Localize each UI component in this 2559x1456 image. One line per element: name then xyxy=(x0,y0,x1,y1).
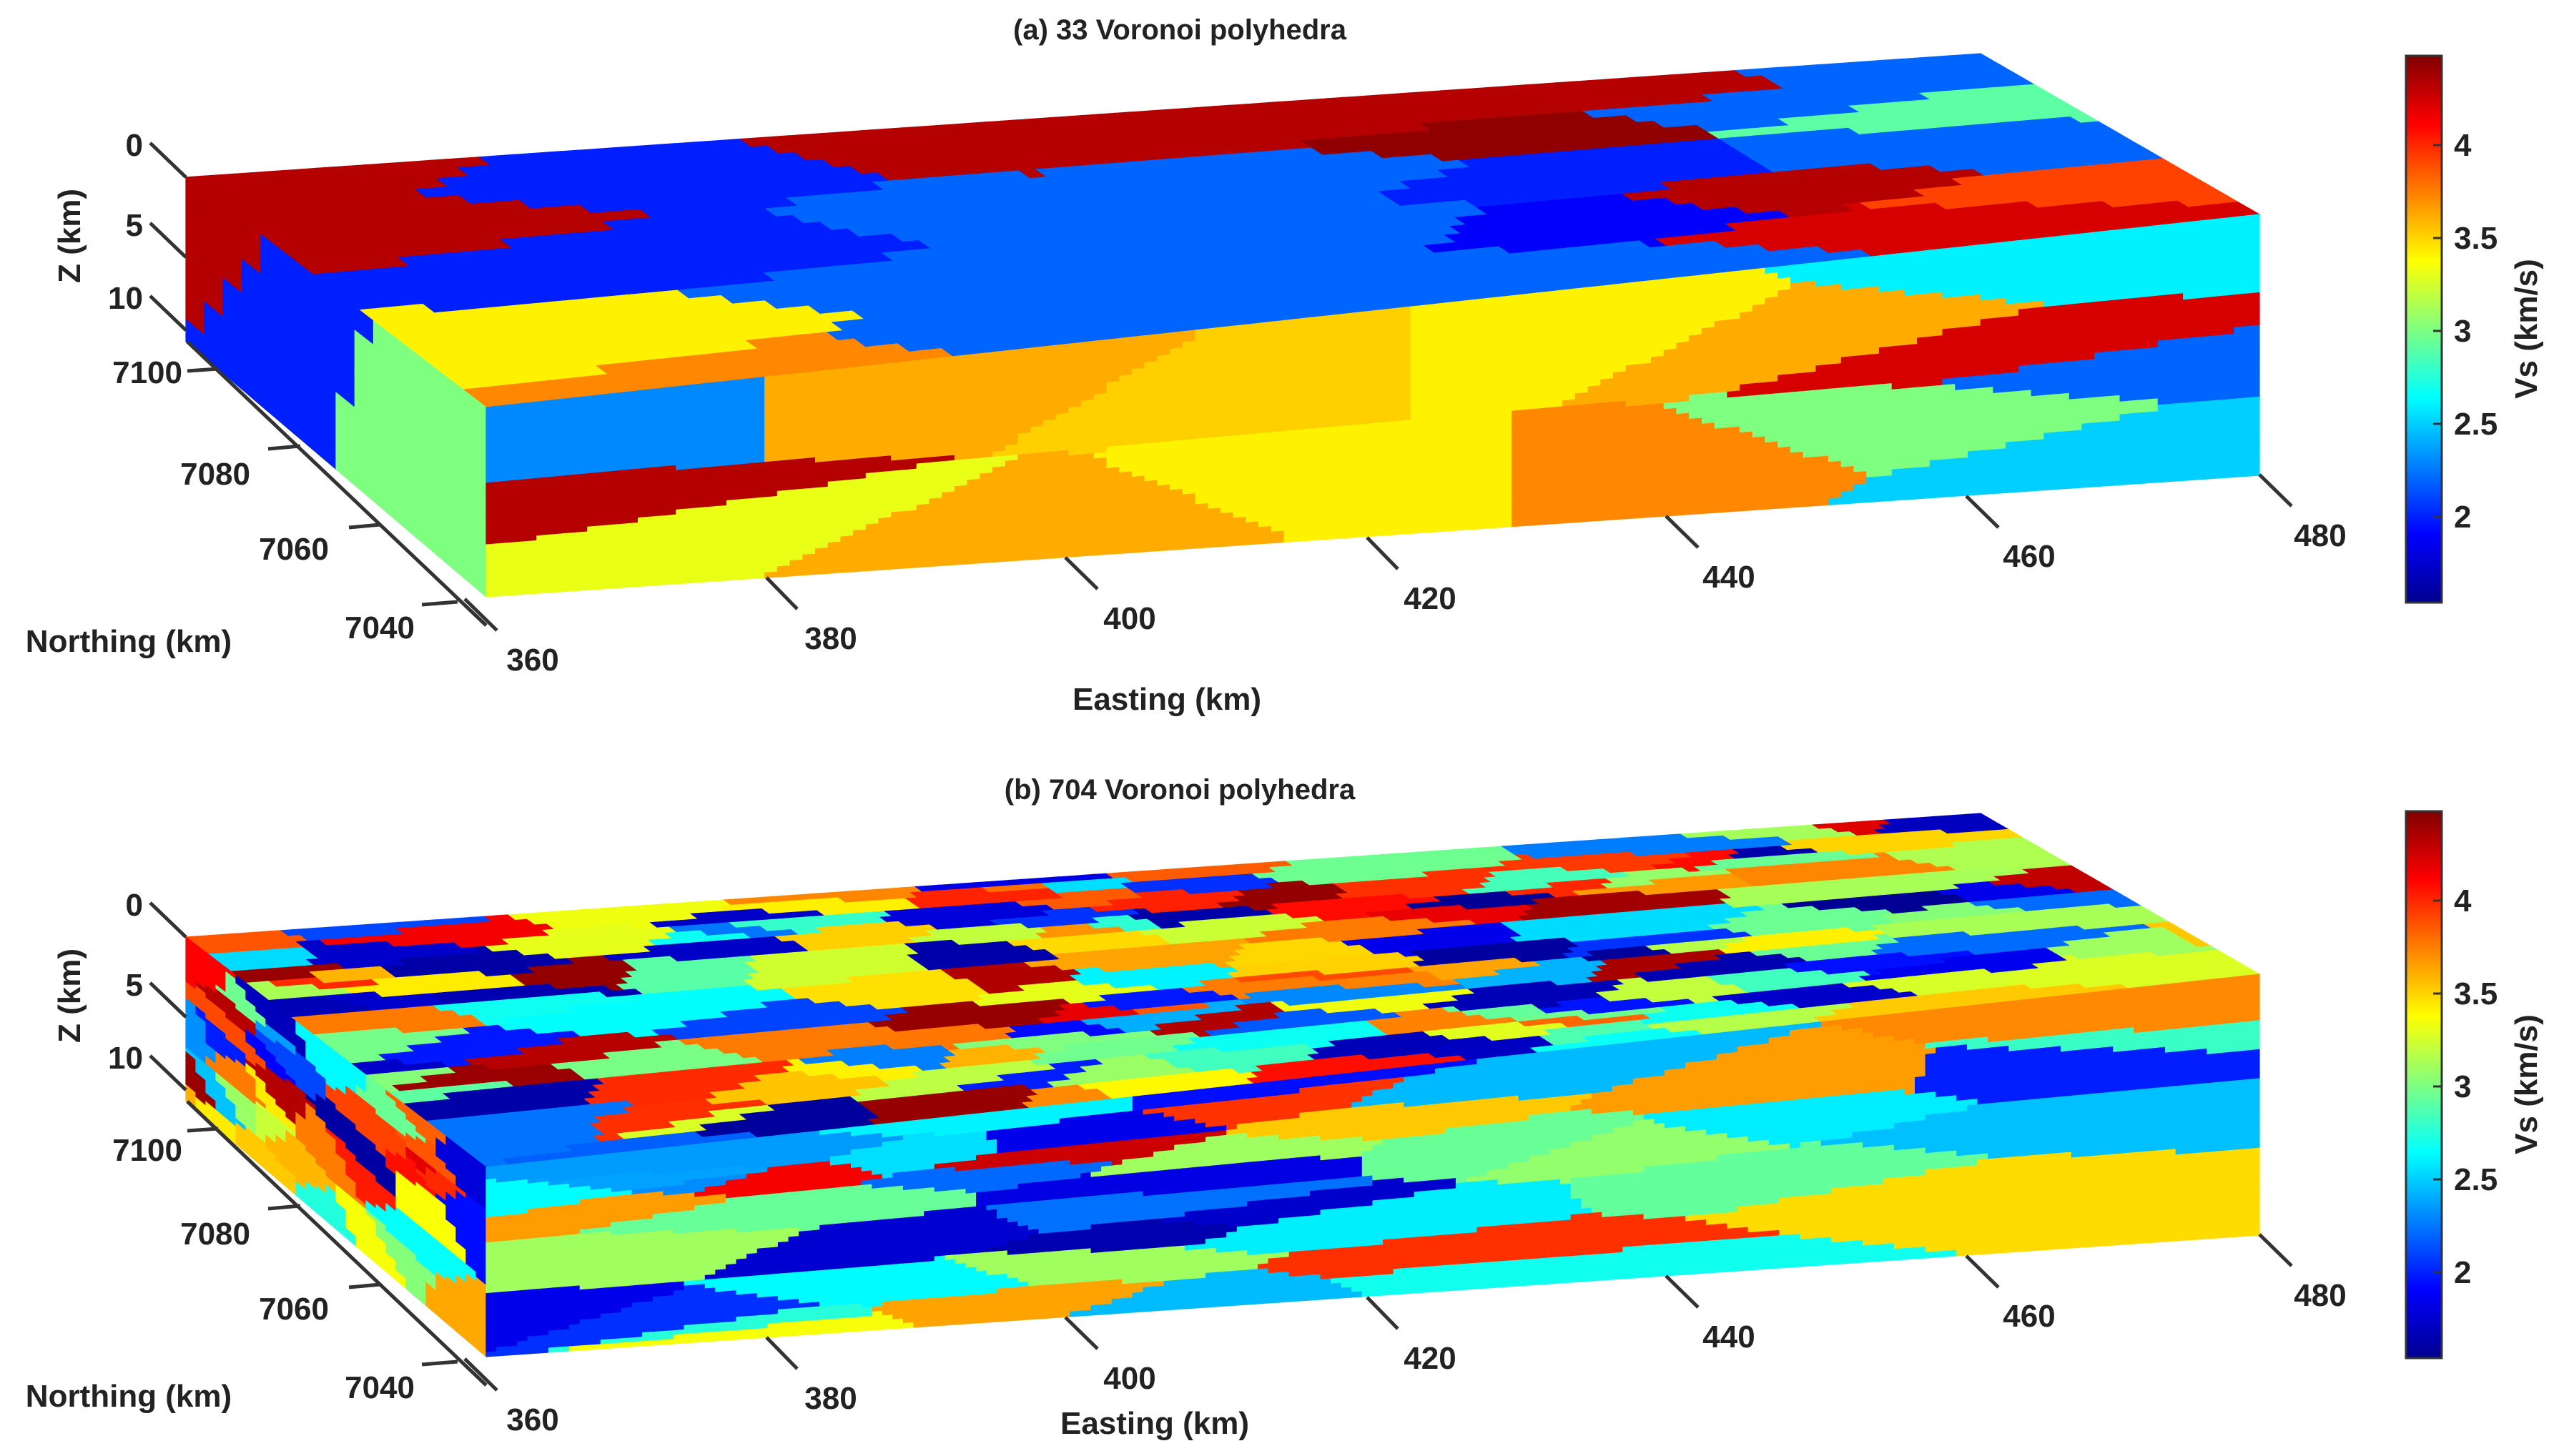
panel-a-voronoi-cell xyxy=(498,590,513,597)
panel-a-voronoi-cell xyxy=(954,558,968,565)
panel-a-voronoi-cell xyxy=(637,580,651,588)
panel-a-top-face xyxy=(184,53,2261,408)
panel-a-block xyxy=(184,53,2261,598)
panel-a-voronoi-cell xyxy=(726,574,740,581)
panel-a-voronoi-cell xyxy=(599,583,613,590)
panel-a-voronoi-cell xyxy=(827,567,842,574)
panel-a-voronoi-cell xyxy=(625,580,639,588)
panel-a-voronoi-cell xyxy=(891,563,905,570)
panel-a-voronoi-cell xyxy=(548,586,563,593)
panel-a: (a) 33 Voronoi polyhedra 0 5 10 Z (km) 7… xyxy=(26,14,2544,717)
panel-a-voronoi-cell xyxy=(650,579,664,586)
panel-a-voronoi-cell xyxy=(840,565,854,573)
panel-a-voronoi-cell xyxy=(992,555,1006,563)
panel-a-voronoi-cell xyxy=(587,583,601,590)
panel-a-voronoi-cell xyxy=(814,568,829,575)
panel-a-voronoi-cell xyxy=(701,575,715,583)
panel-a-voronoi-cell xyxy=(980,556,994,564)
panel-a-voronoi-cell xyxy=(574,584,588,592)
panel-a-voronoi-cell xyxy=(714,575,728,582)
panel-a-voronoi-cell xyxy=(663,578,677,585)
panel-a-voronoi-cell xyxy=(751,572,766,580)
panel-a-voronoi-cell xyxy=(561,585,576,593)
panel-a-voronoi-cell xyxy=(676,578,690,585)
panel-a-voronoi-cell xyxy=(523,588,538,595)
panel-a-title: (a) 33 Voronoi polyhedra xyxy=(1013,14,1347,46)
panel-a-voronoi-cell xyxy=(929,560,943,568)
panel-a-voronoi-cell xyxy=(612,582,626,589)
panel-a-voronoi-cell xyxy=(878,563,892,571)
panel-a-voronoi-cell xyxy=(536,587,551,594)
panel-a-voronoi-cell xyxy=(688,576,702,584)
panel-a-voronoi-cell xyxy=(967,557,981,565)
panel-a-voronoi-cell xyxy=(789,569,804,577)
panel-a-voronoi-cell xyxy=(776,570,791,578)
panel-a-voronoi-cell xyxy=(802,568,817,576)
panel-a-voronoi-cell xyxy=(942,559,956,566)
panel-a-voronoi-cell xyxy=(764,571,779,578)
panel-a-voronoi-cell xyxy=(916,560,930,568)
panel-a-voronoi-cell xyxy=(511,589,525,596)
panel-a-voronoi-cell xyxy=(903,561,917,569)
panel-a-voronoi-cell xyxy=(485,590,500,598)
panel-a-voronoi-cell xyxy=(865,564,879,572)
panel-a-voronoi-cell xyxy=(853,565,867,573)
panel-a-voronoi-cell xyxy=(739,573,753,580)
